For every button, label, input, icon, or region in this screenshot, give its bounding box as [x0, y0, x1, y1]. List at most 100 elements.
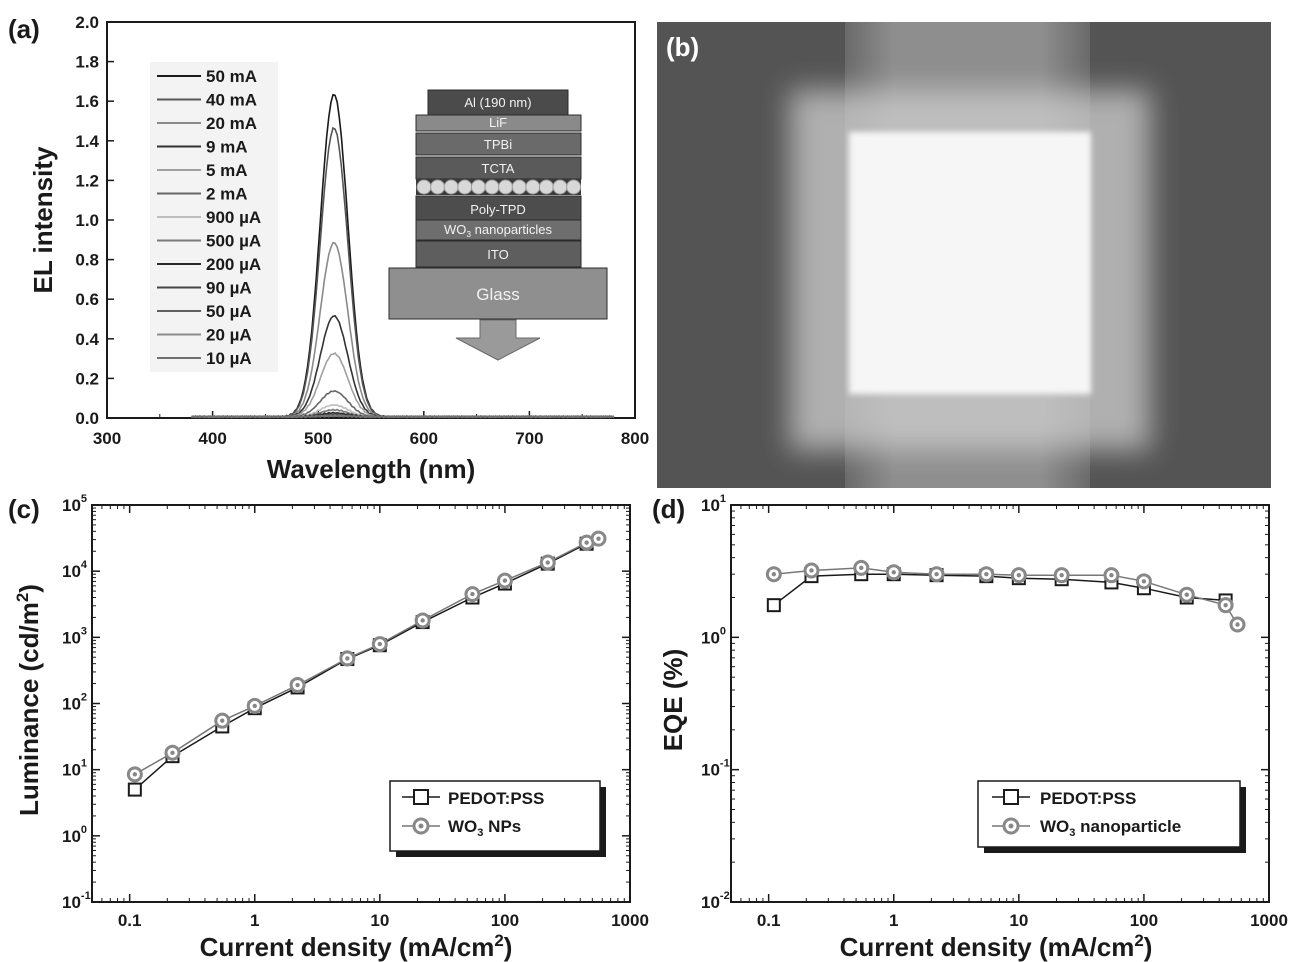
- legend-label: 40 mA: [206, 91, 257, 110]
- data-point-circle-center: [584, 540, 589, 545]
- quantum-dot: [457, 179, 473, 195]
- y-tick-label: 102: [62, 692, 87, 714]
- x-tick-label: 500: [304, 429, 332, 448]
- panel-d-legend: PEDOT:PSS WO3 nanoparticle: [977, 780, 1246, 853]
- panel-d-ylabel: EQE (%): [658, 649, 688, 752]
- legend-label: 900 µA: [206, 208, 261, 227]
- y-tick-label: 103: [62, 625, 87, 647]
- layer-wo3-label: WO3 nanoparticles: [444, 222, 553, 239]
- panel-d-legend-box: [977, 780, 1241, 848]
- data-point-circle-center: [1184, 592, 1189, 597]
- legend-label: 50 µA: [206, 302, 252, 321]
- panel-c-xlabel: Current density (mA/cm2): [200, 931, 513, 962]
- panel-a-label: (a): [8, 14, 40, 44]
- legend-marker-square: [413, 789, 429, 805]
- series-line: [773, 567, 1239, 625]
- data-point-circle-center: [470, 591, 475, 597]
- layer-ito: [415, 240, 582, 268]
- legend-label: 20 mA: [206, 114, 257, 133]
- data-point-circle-center: [295, 682, 300, 688]
- y-tick-label: 1.8: [75, 53, 99, 72]
- y-tick-label: 100: [62, 824, 87, 846]
- panel-c-legend-pedot: PEDOT:PSS: [448, 789, 544, 808]
- panel-d-series: [765, 559, 1246, 633]
- data-point-circle-center: [545, 560, 550, 565]
- data-point-circle-center: [377, 641, 383, 647]
- panel-d-eqe: (d) 0.1 1 10 100 1000 10-2 10-1 100 101 PEDOT:PS…: [652, 493, 1288, 962]
- legend-label: 500 µA: [206, 232, 261, 251]
- panel-d-legend-pedot: PEDOT:PSS: [1040, 789, 1136, 808]
- quantum-dot: [511, 179, 527, 195]
- data-point-circle-center: [891, 570, 896, 575]
- y-tick-label: 10-1: [62, 890, 91, 912]
- panel-a-ticks: 300 400 500 600 700 800 0.0 0.2 0.4 0.6 0.8 1.0 1.2 1…: [75, 13, 649, 448]
- x-tick-label: 100: [1130, 911, 1158, 930]
- quantum-dot: [538, 179, 554, 195]
- quantum-dot-layer: [416, 179, 582, 195]
- panel-b-label: (b): [666, 32, 699, 62]
- y-tick-label: 0.4: [75, 330, 99, 349]
- panel-a-curves: [191, 93, 615, 419]
- y-tick-label: 10-2: [701, 890, 730, 912]
- x-tick-label: 1000: [1250, 911, 1288, 930]
- panel-c-label: (c): [8, 494, 40, 524]
- panel-c-legend: PEDOT:PSS WO3 NPs: [389, 780, 606, 857]
- data-point-circle-center: [771, 571, 777, 577]
- quantum-dot: [470, 179, 486, 195]
- x-tick-label: 600: [410, 429, 438, 448]
- quantum-dot: [430, 179, 446, 195]
- panel-d-frame: [730, 504, 1270, 903]
- legend-label: 9 mA: [206, 138, 248, 157]
- data-point-circle-center: [596, 536, 601, 541]
- legend-label: 50 mA: [206, 67, 257, 86]
- y-tick-label: 101: [701, 493, 726, 515]
- legend-label: 5 mA: [206, 161, 248, 180]
- x-tick-label: 300: [93, 429, 121, 448]
- y-tick-label: 1.2: [75, 171, 99, 190]
- spectrum-curve: [191, 414, 615, 419]
- legend-label: 20 µA: [206, 326, 252, 345]
- spectrum-curve: [191, 389, 615, 419]
- layer-tcta-label: TCTA: [482, 161, 515, 176]
- x-tick-label: 1: [889, 911, 898, 930]
- data-point-circle-center: [502, 578, 508, 583]
- data-point-circle-center: [934, 571, 939, 577]
- legend-label: 10 µA: [206, 349, 252, 368]
- quantum-dot: [416, 179, 432, 195]
- y-tick-label: 105: [62, 493, 87, 515]
- layer-polytpd-label: Poly-TPD: [470, 202, 526, 217]
- y-tick-label: 10-1: [701, 758, 730, 780]
- series-line: [134, 543, 587, 791]
- quantum-dot: [443, 179, 459, 195]
- legend-label: 200 µA: [206, 255, 261, 274]
- data-point-square: [766, 598, 781, 613]
- legend-marker-circle-dot: [1008, 823, 1014, 829]
- panel-d-xlabel: Current density (mA/cm2): [840, 931, 1153, 962]
- quantum-dot: [498, 179, 514, 195]
- data-point-circle-center: [984, 571, 989, 577]
- x-tick-label: 1000: [611, 911, 649, 930]
- legend-marker-circle-dot: [418, 823, 424, 829]
- data-point-circle-center: [420, 618, 425, 623]
- y-tick-label: 104: [62, 559, 88, 581]
- layer-al-label: Al (190 nm): [464, 95, 531, 110]
- data-point-circle-center: [252, 703, 257, 709]
- legend-label: 2 mA: [206, 185, 248, 204]
- panel-a-ylabel: EL intensity: [28, 146, 58, 293]
- panel-a-legend: 50 mA 40 mA 20 mA 9 mA 5 mA 2 mA 900 µA 500 µA 2…: [157, 67, 261, 368]
- y-tick-label: 100: [701, 625, 726, 647]
- y-tick-label: 1.4: [75, 132, 99, 151]
- data-point-circle-center: [345, 656, 350, 661]
- panel-d-ticks: 0.1 1 10 100 1000 10-2 10-1 100 101: [701, 493, 1288, 930]
- panel-b-device-photo: (b): [657, 22, 1271, 488]
- data-point-circle-center: [1059, 572, 1064, 578]
- layer-wo3: [415, 219, 582, 241]
- data-point-circle-center: [1141, 579, 1147, 584]
- y-tick-label: 0.8: [75, 251, 99, 270]
- data-point-circle-center: [1235, 622, 1240, 627]
- data-point-circle-center: [170, 750, 175, 755]
- data-point-circle-center: [859, 565, 864, 571]
- x-tick-label: 800: [621, 429, 649, 448]
- data-point-circle-center: [1016, 572, 1022, 578]
- panel-c-ticks: 0.1 1 10 100 1000 10-1 100 101 102 103 104 105: [62, 493, 649, 930]
